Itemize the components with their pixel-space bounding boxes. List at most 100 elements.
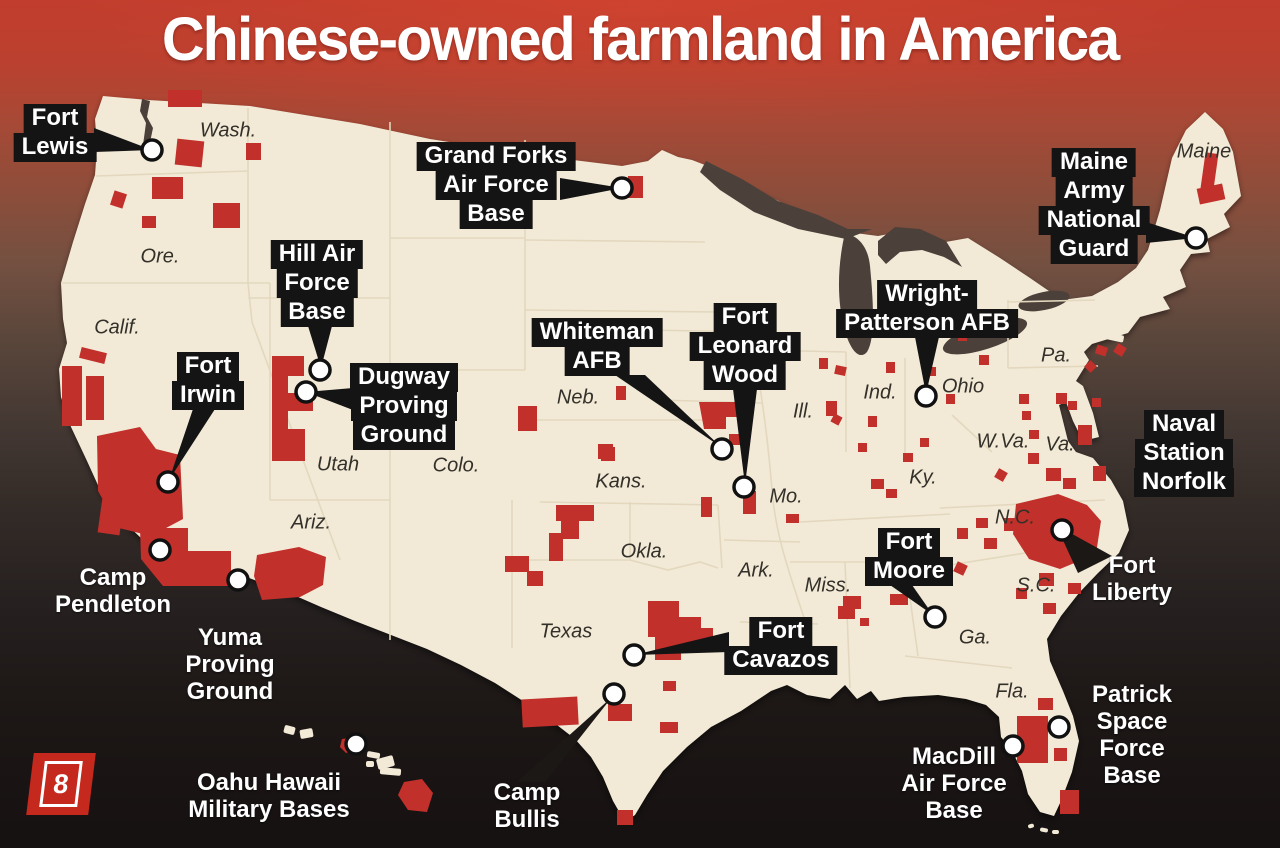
state-border-line — [844, 561, 851, 689]
farmland-patch — [699, 402, 740, 429]
farmland-patch — [1016, 588, 1027, 599]
base-label-line: Patrick — [1091, 681, 1173, 708]
base-label-hill-afb: Hill Air Force Base — [270, 240, 364, 327]
farmland-patch — [549, 533, 563, 561]
farmland-patch — [830, 413, 843, 426]
state-label-va: Va. — [1045, 433, 1075, 456]
base-label-fort-moore: Fort Moore — [865, 528, 953, 586]
farmland-patch — [152, 177, 183, 199]
state-label-ind: Ind. — [863, 381, 897, 404]
base-label-maine-army-national-guard: Maine Army National Guard — [1038, 148, 1150, 264]
farmland-patch — [505, 556, 529, 572]
island — [1040, 827, 1048, 833]
base-marker-dugway-proving-ground — [294, 380, 318, 404]
farmland-patch — [838, 606, 855, 619]
base-label-line: Liberty — [1091, 579, 1173, 606]
channel-8-logo: 8 — [26, 753, 96, 815]
state-label-kans: Kans. — [595, 470, 647, 493]
base-label-line: Base — [271, 298, 363, 327]
base-label-fort-liberty: Fort Liberty — [1092, 553, 1172, 607]
base-label-fort-leonard-wood: Fort Leonard Wood — [689, 303, 801, 390]
farmland-patch — [1078, 425, 1092, 445]
state-label-ariz: Ariz. — [291, 511, 331, 534]
island — [283, 725, 296, 735]
state-label-sc: S.C. — [1016, 574, 1056, 597]
state-label-fla: Fla. — [995, 680, 1029, 703]
state-label-texas: Texas — [539, 620, 593, 643]
farmland-patch — [272, 356, 313, 461]
base-label-line: Air Force — [901, 770, 1007, 797]
farmland-patch — [1113, 343, 1127, 357]
farmland-patch — [1094, 344, 1109, 357]
base-label-wright-patterson-afb: Wright- Patterson AFB — [836, 280, 1018, 338]
base-marker-fort-irwin — [156, 470, 180, 494]
island — [1052, 830, 1059, 834]
state-border-line — [717, 504, 723, 569]
state-border-line — [524, 309, 719, 313]
islands — [283, 328, 1124, 834]
farmland-patch — [976, 518, 988, 528]
farmland-patch — [858, 443, 867, 452]
state-label-ore: Ore. — [140, 245, 180, 268]
pointer-fort-lewis — [94, 128, 152, 152]
farmland-patch — [1028, 453, 1039, 464]
farmland-patch — [174, 138, 205, 168]
base-label-line: Yuma — [197, 624, 263, 651]
farmland-patch — [994, 468, 1008, 482]
farmland-patch — [1046, 468, 1061, 481]
state-label-miss: Miss. — [804, 574, 852, 597]
base-label-line: Station — [1134, 439, 1234, 468]
island — [1088, 328, 1124, 343]
base-label-line: Fort — [14, 104, 97, 133]
farmland-patch — [957, 528, 968, 539]
farmland-patch — [868, 416, 877, 427]
farmland-patch — [1060, 790, 1079, 814]
farmland-patch — [663, 681, 676, 691]
base-marker-hill-afb — [308, 358, 332, 382]
state-border-line — [512, 559, 719, 571]
farmland-patch — [920, 438, 929, 447]
state-border-line — [539, 501, 719, 506]
base-marker-wright-patterson-afb — [914, 384, 938, 408]
state-border-line — [1007, 365, 1099, 369]
farmland-patch — [1043, 603, 1056, 614]
farmland-patch — [871, 479, 884, 489]
farmland-patch — [860, 618, 869, 626]
farmland-patch — [527, 571, 543, 586]
base-label-line: Guard — [1039, 235, 1150, 264]
farmland-patch — [1068, 401, 1077, 410]
base-label-fort-cavazos: Fort Cavazos — [724, 617, 838, 675]
farmland-patch — [1029, 430, 1039, 439]
state-label-ark: Ark. — [738, 559, 774, 582]
pointer-fort-moore — [890, 585, 933, 615]
lake — [700, 161, 872, 239]
state-border-line — [1007, 299, 1096, 303]
base-marker-patrick-space-force-base — [1047, 715, 1071, 739]
pointer-dugway-proving-ground — [306, 388, 353, 410]
base-label-line: Patterson AFB — [836, 309, 1018, 338]
farmland-patch — [168, 90, 202, 107]
state-label-wash: Wash. — [199, 119, 257, 142]
farmland-patch — [729, 434, 742, 445]
farmland-patch — [616, 386, 626, 400]
base-label-line: Proving — [185, 651, 275, 678]
base-label-line: Army — [1039, 177, 1150, 206]
farmland-patch — [398, 779, 433, 812]
farmland-patch — [648, 601, 701, 660]
callout-pointers — [94, 128, 1196, 782]
base-label-line: Space — [1096, 708, 1168, 735]
base-label-line: Base — [1103, 762, 1161, 789]
farmland-patch — [521, 696, 579, 728]
farmland-patch — [1019, 394, 1029, 404]
farmland-patch — [886, 489, 897, 498]
pointer-hill-afb — [308, 326, 332, 368]
pointer-wright-patterson-afb — [915, 337, 939, 394]
farmland-patch — [819, 358, 828, 369]
farmland-patch — [254, 547, 326, 600]
farmland-patch — [1038, 698, 1053, 710]
base-label-naval-station-norfolk: Naval Station Norfolk — [1134, 410, 1234, 497]
state-label-mo: Mo. — [769, 485, 803, 508]
farmland-patch — [608, 704, 632, 721]
island — [379, 767, 402, 776]
